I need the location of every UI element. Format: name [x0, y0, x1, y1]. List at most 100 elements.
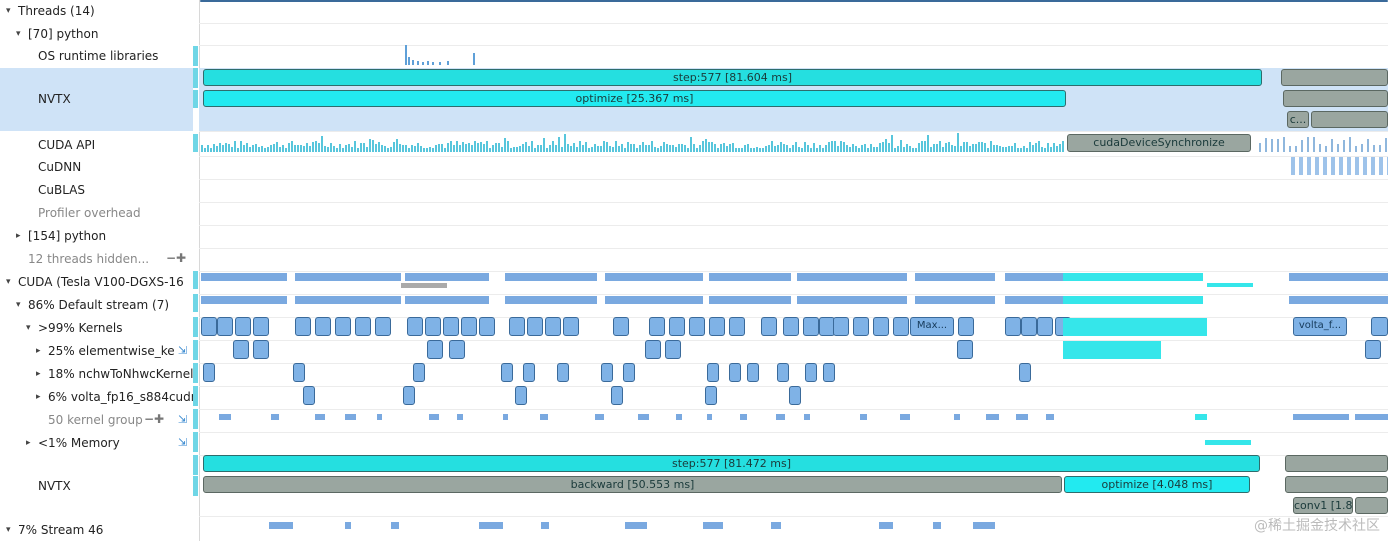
cuda-api-tick[interactable]: [786, 145, 788, 152]
stream46-activity[interactable]: [973, 522, 995, 529]
cuda-api-tick[interactable]: [303, 146, 305, 152]
elementwise-kernel-block[interactable]: [645, 340, 661, 359]
kernel-block[interactable]: [355, 317, 371, 336]
nchw-kernel-block[interactable]: [601, 363, 613, 382]
cuda-api-tick[interactable]: [288, 143, 290, 152]
nvtx-gpu-optimize-bar[interactable]: optimize [4.048 ms]: [1064, 476, 1250, 493]
cuda-api-tick[interactable]: [1017, 148, 1019, 152]
cuda-api-tick[interactable]: [264, 148, 266, 152]
cuda-api-tick[interactable]: [1283, 137, 1285, 152]
tree-row-14[interactable]: ▸ 18% nchwToNhwcKernel: [0, 363, 193, 386]
cuda-api-tick[interactable]: [654, 147, 656, 152]
cuda-api-tick[interactable]: [471, 145, 473, 152]
cuda-api-tick[interactable]: [354, 141, 356, 152]
cuda-api-tick[interactable]: [474, 141, 476, 152]
cuda-api-tick[interactable]: [1035, 143, 1037, 152]
cuda-device-activity[interactable]: [1207, 283, 1253, 287]
nvtx-conv-next-bar[interactable]: [1355, 497, 1388, 514]
tree-row-12[interactable]: ▾ >99% Kernels: [0, 317, 193, 340]
nchw-kernel-block[interactable]: [777, 363, 789, 382]
cuda-api-tick[interactable]: [660, 146, 662, 152]
kernel-group-tick[interactable]: [986, 414, 999, 420]
os-runtime-spike[interactable]: [422, 62, 424, 65]
cuda-api-tick[interactable]: [825, 145, 827, 152]
tree-row-5[interactable]: CuDNN: [0, 156, 193, 179]
cuda-api-tick[interactable]: [666, 144, 668, 152]
default-stream-activity[interactable]: [405, 296, 489, 304]
cuda-api-tick[interactable]: [504, 138, 506, 152]
cuda-api-tick[interactable]: [537, 145, 539, 152]
cuda-api-tick[interactable]: [1295, 146, 1297, 152]
expand-kernel-group-plus-icon[interactable]: −✚: [144, 412, 165, 426]
cuda-api-tick[interactable]: [222, 145, 224, 152]
cuda-api-tick[interactable]: [342, 148, 344, 152]
kernel-group-tick[interactable]: [804, 414, 810, 420]
cuda-api-tick[interactable]: [486, 141, 488, 152]
volta-kernel-block[interactable]: [303, 386, 315, 405]
cuda-api-tick[interactable]: [384, 146, 386, 152]
kernel-block[interactable]: [479, 317, 495, 336]
nvtx-small-bar-2[interactable]: [1311, 111, 1388, 128]
cuda-api-tick[interactable]: [894, 148, 896, 152]
cuda-api-tick[interactable]: [522, 144, 524, 152]
kernel-block[interactable]: [709, 317, 725, 336]
cuda-api-tick[interactable]: [582, 145, 584, 152]
cuda-api-tick[interactable]: [972, 144, 974, 152]
kernel-group-tick[interactable]: [271, 414, 279, 420]
expand-chevron-icon[interactable]: ▸: [36, 369, 41, 379]
stream46-activity[interactable]: [479, 522, 503, 529]
cuda-api-tick[interactable]: [345, 145, 347, 152]
kernel-group-tick[interactable]: [860, 414, 867, 420]
volta-kernel-block[interactable]: [789, 386, 801, 405]
cuda-api-tick[interactable]: [912, 148, 914, 152]
kernel-group-tick[interactable]: [900, 414, 910, 420]
cuda-api-tick[interactable]: [873, 147, 875, 152]
cuda-api-tick[interactable]: [921, 141, 923, 152]
tree-row-1[interactable]: ▾ [70] python: [0, 23, 193, 46]
cuda-api-tick[interactable]: [432, 148, 434, 152]
kernel-block[interactable]: [761, 317, 777, 336]
cuda-api-tick[interactable]: [807, 145, 809, 152]
cuda-api-tick[interactable]: [261, 146, 263, 152]
kernel-block[interactable]: [425, 317, 441, 336]
kernel-group-tick[interactable]: [345, 414, 356, 420]
kernel-group-tick[interactable]: [1016, 414, 1028, 420]
stream46-activity[interactable]: [541, 522, 549, 529]
kernel-block[interactable]: [1021, 317, 1037, 336]
cuda-api-tick[interactable]: [1062, 141, 1064, 152]
cuda-api-tick[interactable]: [510, 148, 512, 152]
cuda-api-tick[interactable]: [549, 145, 551, 152]
cuda-api-tick[interactable]: [765, 146, 767, 152]
cuda-api-tick[interactable]: [267, 147, 269, 152]
tree-row-8[interactable]: ▸ [154] python: [0, 225, 193, 248]
kernel-block[interactable]: [235, 317, 251, 336]
elementwise-kernel-block[interactable]: [1365, 340, 1381, 359]
cuda-device-activity[interactable]: [797, 273, 907, 281]
cuda-api-tick[interactable]: [777, 145, 779, 152]
nchw-kernel-block[interactable]: [729, 363, 741, 382]
cuda-api-tick[interactable]: [879, 143, 881, 152]
cuda-api-tick[interactable]: [603, 141, 605, 152]
cuda-api-tick[interactable]: [1277, 139, 1279, 152]
cuda-api-tick[interactable]: [351, 147, 353, 152]
cuda-api-tick[interactable]: [882, 142, 884, 152]
cuda-api-tick[interactable]: [240, 141, 242, 152]
cuda-api-tick[interactable]: [309, 146, 311, 152]
cuda-api-tick[interactable]: [819, 145, 821, 152]
stream46-activity[interactable]: [625, 522, 647, 529]
cuda-api-tick[interactable]: [528, 146, 530, 152]
cuda-api-tick[interactable]: [465, 144, 467, 152]
cuda-api-tick[interactable]: [534, 148, 536, 152]
cuda-api-tick[interactable]: [1343, 140, 1345, 152]
os-runtime-spike[interactable]: [417, 61, 419, 65]
expand-chevron-icon[interactable]: ▸: [26, 438, 31, 448]
cuda-api-tick[interactable]: [1259, 143, 1261, 152]
cuda-api-tick[interactable]: [906, 144, 908, 152]
tree-row-18[interactable]: NVTX: [0, 455, 193, 518]
volta-kernel-block[interactable]: [403, 386, 415, 405]
cuda-api-tick[interactable]: [558, 137, 560, 152]
cuda-api-tick[interactable]: [732, 143, 734, 152]
cuda-api-tick[interactable]: [633, 144, 635, 152]
cuda-api-tick[interactable]: [804, 142, 806, 152]
nchw-kernel-block[interactable]: [805, 363, 817, 382]
